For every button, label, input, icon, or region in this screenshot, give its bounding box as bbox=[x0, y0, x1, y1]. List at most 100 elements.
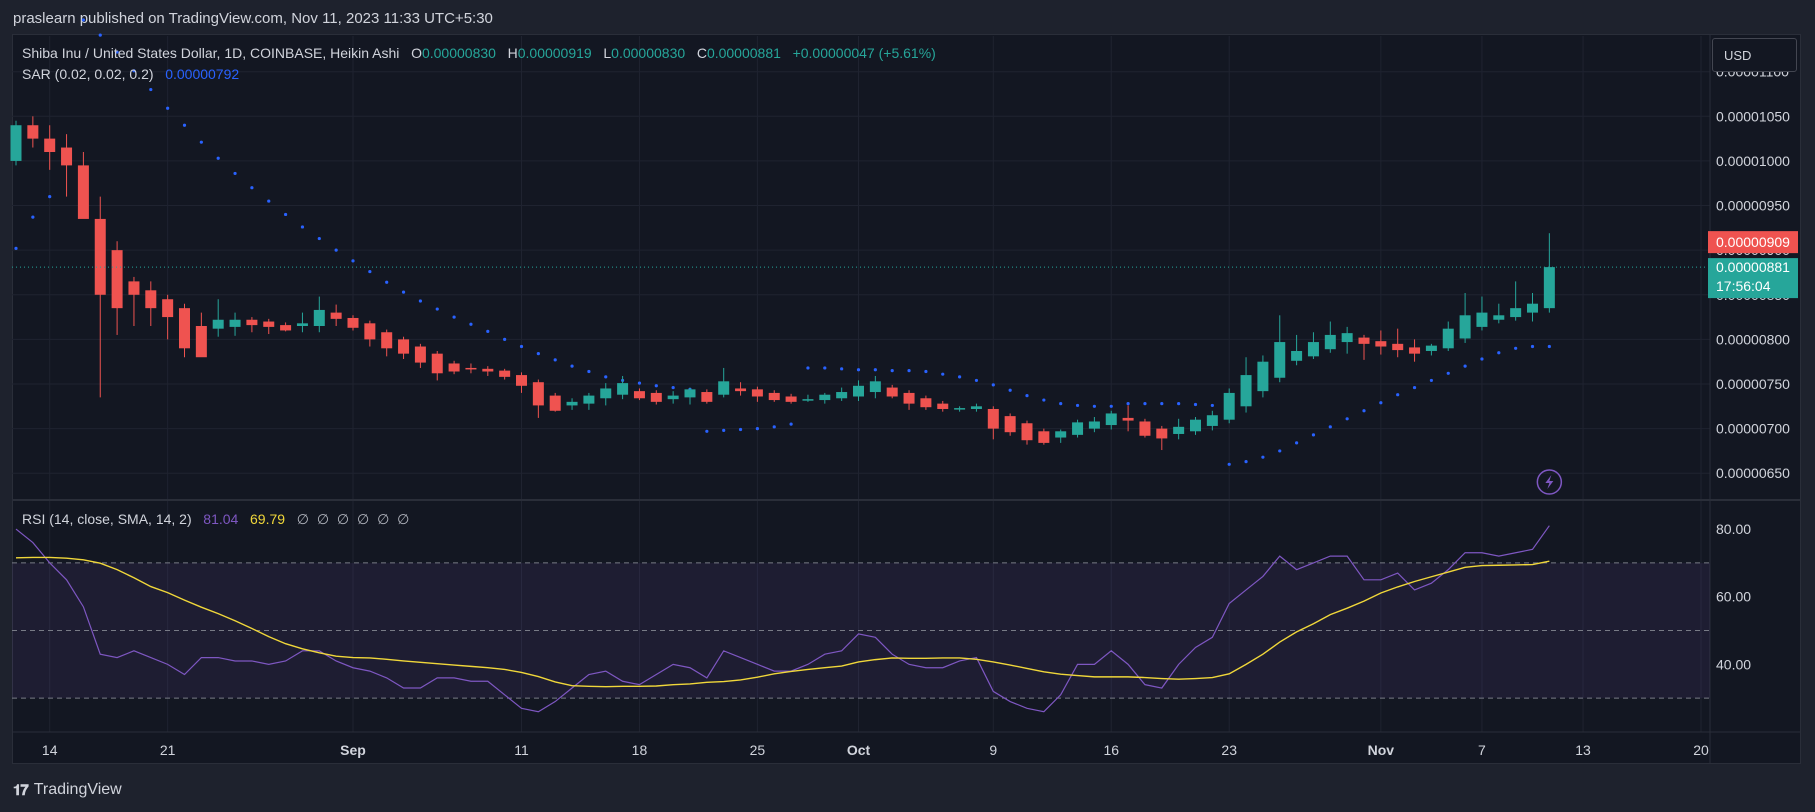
sar-dot bbox=[300, 225, 305, 229]
candle-body[interactable] bbox=[482, 368, 494, 372]
candle-body[interactable] bbox=[886, 387, 898, 397]
footer-brand[interactable]: 𝟏𝟕 TradingView bbox=[13, 781, 122, 799]
candle-body[interactable] bbox=[330, 312, 342, 319]
candle-body[interactable] bbox=[903, 392, 915, 404]
candle-body[interactable] bbox=[246, 319, 258, 326]
candle-body[interactable] bbox=[1190, 419, 1201, 432]
candle-body[interactable] bbox=[229, 319, 241, 327]
candle-body[interactable] bbox=[819, 394, 831, 401]
candle-body[interactable] bbox=[1257, 361, 1269, 392]
flash-icon[interactable] bbox=[1536, 469, 1563, 495]
candle-body[interactable] bbox=[650, 392, 662, 402]
candle-body[interactable] bbox=[785, 396, 797, 402]
candle-body[interactable] bbox=[617, 383, 629, 395]
candle-body[interactable] bbox=[751, 389, 763, 397]
candle-body[interactable] bbox=[1105, 413, 1117, 426]
candle-body[interactable] bbox=[162, 299, 174, 318]
candle-body[interactable] bbox=[869, 381, 881, 393]
candle-body[interactable] bbox=[1476, 312, 1488, 327]
candle-body[interactable] bbox=[1493, 315, 1505, 320]
candle-body[interactable] bbox=[1122, 417, 1134, 421]
candle-body[interactable] bbox=[1324, 334, 1336, 350]
candle-body[interactable] bbox=[296, 323, 308, 326]
sar-dot bbox=[907, 369, 911, 373]
candle-body[interactable] bbox=[1088, 421, 1100, 429]
candle-body[interactable] bbox=[212, 319, 224, 329]
candle-body[interactable] bbox=[937, 403, 949, 409]
candle-body[interactable] bbox=[532, 382, 544, 406]
candle-body[interactable] bbox=[1358, 337, 1370, 344]
candle-body[interactable] bbox=[516, 375, 527, 386]
candle-body[interactable] bbox=[1307, 342, 1319, 357]
candle-body[interactable] bbox=[735, 388, 747, 392]
candle-body[interactable] bbox=[431, 353, 443, 374]
candle-body[interactable] bbox=[1375, 341, 1387, 347]
candle-body[interactable] bbox=[566, 401, 578, 406]
candle-body[interactable] bbox=[920, 398, 932, 408]
candle-body[interactable] bbox=[1341, 333, 1353, 343]
candle-body[interactable] bbox=[1021, 423, 1033, 441]
candle-body[interactable] bbox=[1425, 345, 1437, 351]
candle-body[interactable] bbox=[448, 363, 460, 372]
candle-body[interactable] bbox=[195, 326, 207, 358]
candle-body[interactable] bbox=[1442, 328, 1454, 349]
candle-body[interactable] bbox=[1510, 308, 1522, 318]
candle-body[interactable] bbox=[1139, 421, 1151, 436]
candle-body[interactable] bbox=[667, 395, 679, 400]
candle-body[interactable] bbox=[802, 399, 814, 401]
candle-body[interactable] bbox=[263, 321, 275, 327]
sar-dot bbox=[738, 427, 743, 432]
candle-body[interactable] bbox=[465, 367, 477, 370]
candle-body[interactable] bbox=[1392, 343, 1404, 351]
candle-body[interactable] bbox=[633, 391, 645, 399]
candle-body[interactable] bbox=[600, 388, 612, 399]
candle-body[interactable] bbox=[94, 218, 106, 295]
candle-body[interactable] bbox=[414, 346, 426, 363]
candle-body[interactable] bbox=[1206, 415, 1218, 426]
candle-body[interactable] bbox=[1459, 315, 1471, 339]
candle-body[interactable] bbox=[583, 395, 595, 404]
candle-body[interactable] bbox=[347, 317, 359, 328]
candle-body[interactable] bbox=[1004, 416, 1016, 433]
candle-body[interactable] bbox=[44, 138, 56, 152]
candle-body[interactable] bbox=[499, 370, 511, 377]
candle-body[interactable] bbox=[1291, 350, 1303, 361]
candle-body[interactable] bbox=[1527, 303, 1538, 313]
candle-body[interactable] bbox=[280, 325, 292, 331]
candle-body[interactable] bbox=[381, 332, 393, 349]
candle-body[interactable] bbox=[970, 406, 982, 409]
candle-body[interactable] bbox=[364, 323, 376, 340]
candle-body[interactable] bbox=[313, 309, 325, 326]
candle-body[interactable] bbox=[1240, 375, 1252, 407]
candle-body[interactable] bbox=[549, 395, 561, 411]
candle-body[interactable] bbox=[1072, 422, 1084, 435]
candle-body[interactable] bbox=[1156, 428, 1168, 439]
sar-dot bbox=[755, 427, 760, 431]
candle-body[interactable] bbox=[718, 381, 730, 395]
candle-body[interactable] bbox=[27, 125, 39, 139]
candle-body[interactable] bbox=[684, 389, 696, 398]
candle-body[interactable] bbox=[853, 385, 864, 397]
candle-body[interactable] bbox=[1543, 267, 1555, 309]
candle-body[interactable] bbox=[1223, 392, 1235, 420]
candle-body[interactable] bbox=[1038, 431, 1050, 443]
candle-body[interactable] bbox=[61, 147, 73, 166]
candle-body[interactable] bbox=[836, 392, 848, 399]
candle-body[interactable] bbox=[768, 392, 780, 401]
currency-button[interactable]: USD bbox=[1712, 38, 1797, 72]
candle-body[interactable] bbox=[398, 339, 410, 354]
candle-body[interactable] bbox=[701, 392, 713, 402]
candle-body[interactable] bbox=[145, 290, 157, 309]
candle-body[interactable] bbox=[128, 281, 140, 295]
candle-body[interactable] bbox=[954, 408, 966, 410]
candle-body[interactable] bbox=[1055, 431, 1067, 438]
candle-body[interactable] bbox=[1409, 347, 1421, 354]
candle-body[interactable] bbox=[179, 308, 190, 349]
candle-body[interactable] bbox=[1274, 342, 1286, 378]
candle-body[interactable] bbox=[10, 125, 22, 161]
candle-body[interactable] bbox=[111, 250, 123, 309]
candle-body[interactable] bbox=[77, 165, 89, 219]
candle-body[interactable] bbox=[987, 408, 999, 429]
candle-body[interactable] bbox=[1173, 426, 1185, 434]
